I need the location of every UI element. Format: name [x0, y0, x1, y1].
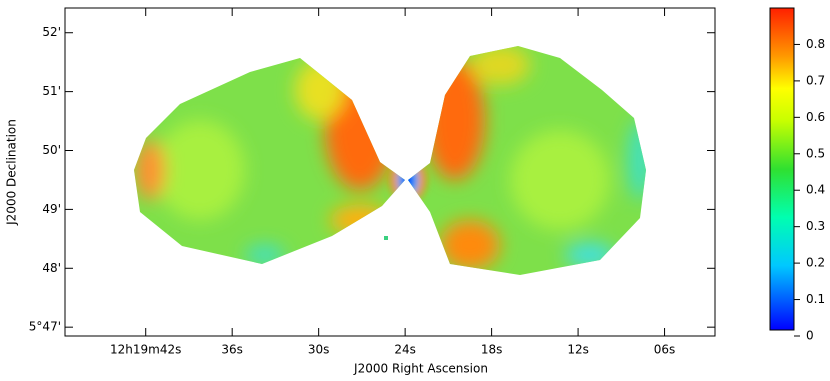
colorbar	[769, 7, 795, 331]
y-axis-label: J2000 Declination	[5, 119, 19, 226]
x-axis-label: J2000 Right Ascension	[353, 362, 488, 376]
colorbar-tick-label: 0.8	[806, 37, 825, 51]
y-tick-label: 50'	[42, 143, 61, 157]
y-tick-label: 51'	[42, 84, 61, 98]
colorbar-tick-label: 0.7	[806, 73, 825, 87]
x-tick-label: 30s	[308, 343, 330, 357]
x-tick-label: 12h19m42s	[110, 343, 181, 357]
image	[134, 46, 646, 275]
y-tick-label: 48'	[42, 261, 61, 275]
x-tick-label: 12s	[567, 343, 589, 357]
colorbar-tick-label: 0	[806, 329, 814, 343]
x-tick-label: 36s	[221, 343, 243, 357]
y-tick-label: 49'	[42, 202, 61, 216]
colorbar-tick-label: 0.5	[806, 146, 825, 160]
colorbar-tick-label: 0.1	[806, 292, 825, 306]
y-tick-label: 52'	[42, 25, 61, 39]
x-tick-label: 06s	[654, 343, 676, 357]
plot-frame	[64, 7, 716, 337]
colorbar-tick-label: 0.3	[806, 219, 825, 233]
x-tick-label: 24s	[394, 343, 416, 357]
colorbar-tick-label: 0.4	[806, 183, 825, 197]
x-tick-label: 18s	[481, 343, 503, 357]
colorbar-tick-label: 0.2	[806, 256, 825, 270]
y-tick-label: 5°47'	[29, 320, 61, 334]
colorbar-tick-label: 0.6	[806, 110, 825, 124]
